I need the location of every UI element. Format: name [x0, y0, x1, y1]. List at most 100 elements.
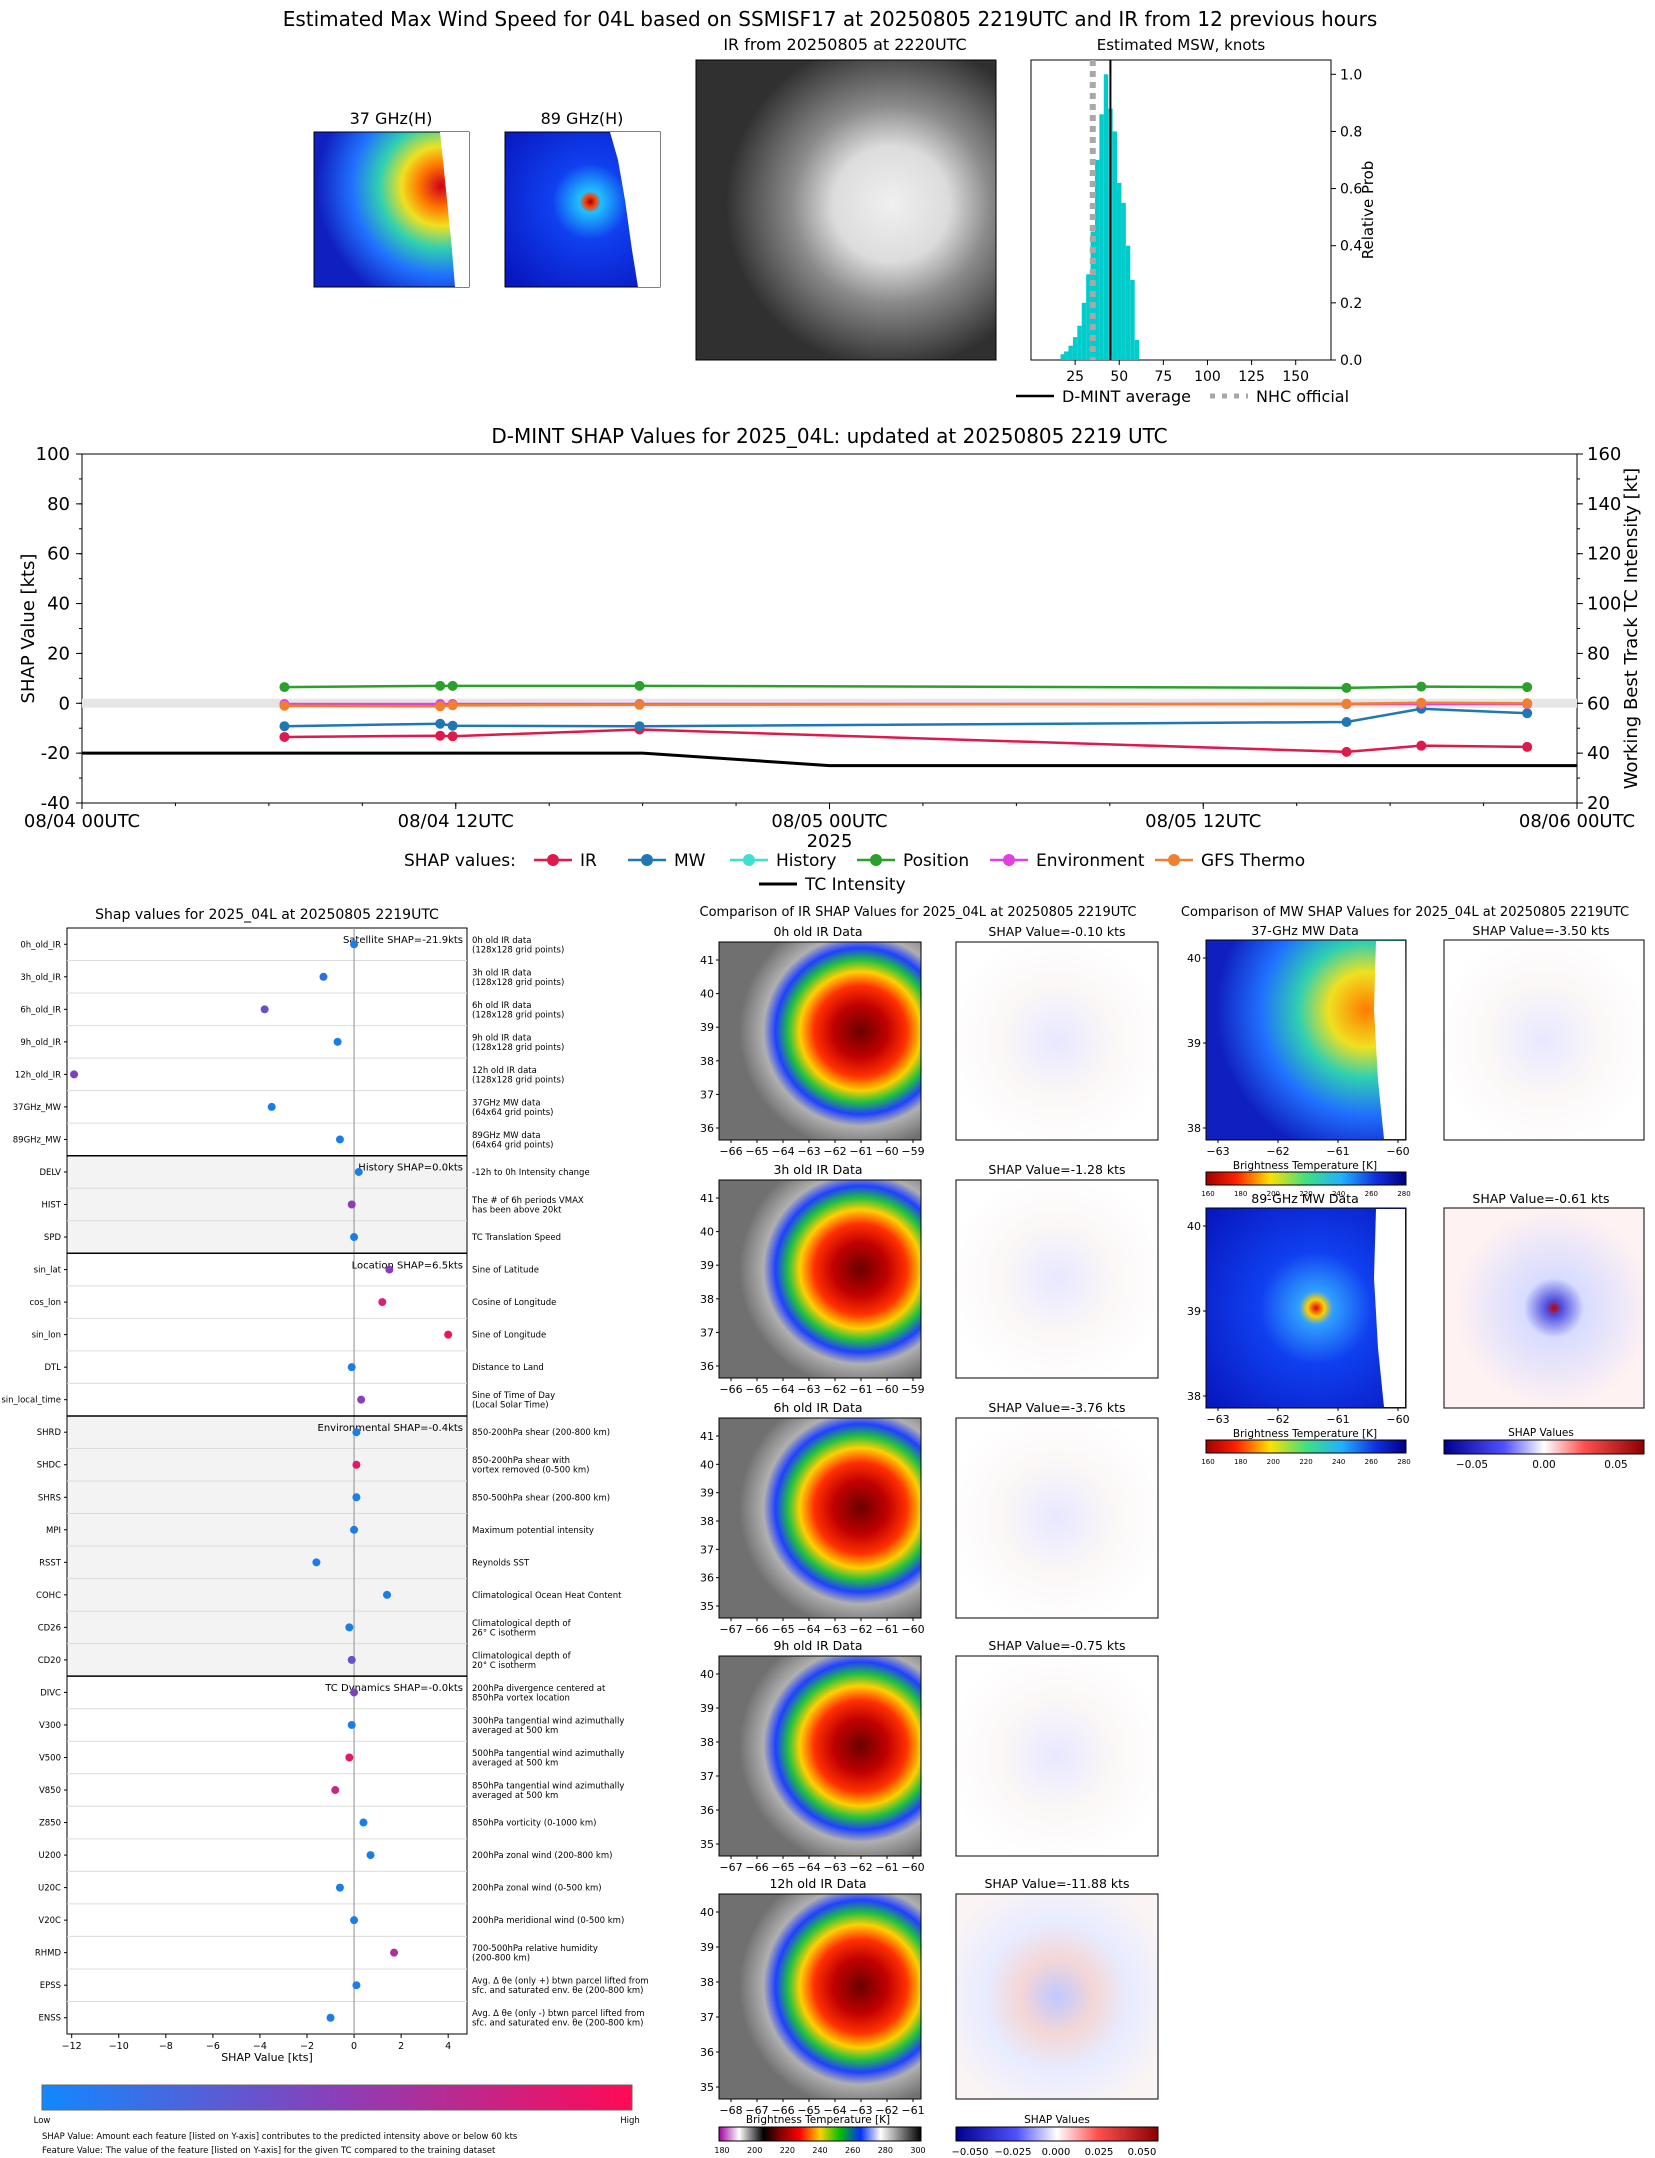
histogram-bar: [1094, 160, 1100, 360]
feature-colorbar: [41, 2084, 633, 2111]
series-point: [1522, 682, 1533, 693]
lat-label: 38: [700, 1293, 714, 1306]
ir-image: [718, 941, 922, 1141]
y-tick-label: 40: [47, 594, 70, 615]
mw-shap-label: SHAP Value=-3.50 kts: [1472, 923, 1609, 938]
text-line: 26° C isotherm: [472, 1628, 536, 1638]
feature-point: [390, 1948, 399, 1957]
feature-point: [350, 1233, 359, 1242]
feature-description: 6h old IR data (128x128 grid points): [472, 1001, 564, 1021]
lon-label: −65: [797, 2104, 820, 2117]
series-point: [447, 680, 458, 691]
y-tick-label: 20: [47, 643, 70, 664]
lat-label: 38: [700, 1736, 714, 1749]
legend-label: History: [776, 851, 836, 871]
x-tick-label: 75: [1154, 369, 1172, 385]
lon-label: −66: [745, 1623, 768, 1636]
lat-label: 39: [700, 1487, 714, 1500]
lon-label: −66: [745, 1861, 768, 1874]
feature-point: [312, 1558, 321, 1567]
text-line: 200hPa meridional wind (0-500 km): [472, 1916, 624, 1926]
lon-label: −61: [1326, 1413, 1349, 1426]
lon-label: −62: [823, 1145, 846, 1158]
lat-label: 37: [700, 1326, 714, 1339]
text-line: (64x64 grid points): [472, 1108, 553, 1118]
text-line: (Local Solar Time): [472, 1401, 549, 1411]
text-line: TC Translation Speed: [471, 1233, 561, 1243]
lon-label: −60: [1386, 1145, 1409, 1158]
mw-cb-tick: 260: [1365, 1190, 1378, 1198]
lat-label: 38: [700, 1055, 714, 1068]
ir-image: [718, 1655, 922, 1857]
y-tick-label: 60: [47, 544, 70, 565]
ir-row-label: 0h old IR Data: [773, 924, 862, 939]
feature-point: [352, 1460, 361, 1469]
mw-colorbar: [1205, 1439, 1407, 1454]
feature-name: 89GHz_MW: [13, 1135, 62, 1145]
feature-name: CD20: [38, 1656, 61, 1666]
feature-description: Distance to Land: [472, 1363, 544, 1373]
y-tick-label: 0.6: [1340, 182, 1362, 198]
legend-marker: [641, 854, 653, 866]
x-tick-label: −8: [159, 2041, 173, 2052]
text-line: vortex removed (0-500 km): [472, 1466, 589, 1476]
y-tick-label: 0.2: [1340, 296, 1362, 312]
x-tick-label: 0: [351, 2041, 357, 2052]
feature-name: 3h_old_IR: [20, 973, 61, 983]
x-tick-label: −6: [206, 2041, 220, 2052]
lon-label: −65: [771, 1861, 794, 1874]
ir-cb-tick: 240: [812, 2146, 827, 2155]
group-label: History SHAP=0.0kts: [358, 1163, 463, 1174]
feature-description: 200hPa zonal wind (200-800 km): [472, 1851, 612, 1861]
tc-intensity-line: [82, 751, 1577, 768]
feature-name: V300: [39, 1721, 61, 1731]
feature-name: U200: [39, 1851, 61, 1861]
lat-label: 38: [700, 1515, 714, 1528]
feature-name: COHC: [36, 1591, 61, 1601]
legend-marker: [1168, 854, 1180, 866]
feature-description: Climatological Ocean Heat Content: [472, 1591, 622, 1601]
feature-name: sin_lat: [34, 1266, 62, 1276]
lat-label: 40: [1187, 1220, 1201, 1233]
text-line: 500hPa tangential wind azimuthally: [472, 1749, 624, 1759]
histogram-bar: [1099, 114, 1104, 361]
legend-marker: [1003, 854, 1015, 866]
feature-name: 9h_old_IR: [20, 1038, 61, 1048]
text-line: -12h to 0h Intensity change: [472, 1168, 590, 1178]
series-point: [435, 701, 446, 712]
feature-description: Cosine of Longitude: [472, 1298, 556, 1308]
lat-label: 35: [700, 2081, 714, 2094]
timeseries-xlabel: 2025: [807, 831, 853, 852]
feature-description: Climatological depth of 20° C isotherm: [472, 1651, 572, 1671]
mw-shap-cb-tick: 0.00: [1532, 1459, 1555, 1471]
text-line: (200-800 km): [472, 1954, 530, 1964]
feature-xlabel: SHAP Value [kts]: [221, 2051, 313, 2064]
lat-label: 40: [700, 988, 714, 1001]
legend-label: IR: [580, 851, 597, 871]
lat-label: 40: [700, 1226, 714, 1239]
feature-point: [352, 1981, 361, 1990]
lat-label: 40: [700, 1458, 714, 1471]
feature-point: [359, 1818, 368, 1827]
histogram-bar: [1125, 245, 1131, 360]
feature-description: 9h old IR data (128x128 grid points): [472, 1033, 564, 1053]
histogram-bar: [1077, 325, 1082, 360]
x-tick-label: −10: [109, 2041, 129, 2052]
x-tick-label: 50: [1110, 369, 1128, 385]
ir-shap-cb-tick: −0.050: [951, 2147, 988, 2158]
y-tick-label: -40: [41, 793, 70, 814]
ir-shap-cb-tick: 0.025: [1085, 2147, 1114, 2158]
feature-description: 850-500hPa shear (200-800 km): [472, 1493, 610, 1503]
feature-name: SHDC: [37, 1461, 61, 1471]
x-tick-label: −12: [62, 2041, 82, 2052]
x-tick-label: 08/05 00UTC: [771, 811, 887, 832]
lat-label: 38: [1187, 1122, 1201, 1135]
mw-cb-tick: 220: [1299, 1190, 1312, 1198]
feature-point: [345, 1753, 354, 1762]
feature-name: U20C: [38, 1884, 61, 1894]
feature-description: 500hPa tangential wind azimuthally averag…: [472, 1749, 624, 1769]
histogram-bar: [1130, 280, 1135, 360]
panel-37ghz-title: 37 GHz(H): [350, 109, 433, 128]
y2-tick-label: 20: [1587, 793, 1610, 814]
lat-label: 39: [700, 1021, 714, 1034]
